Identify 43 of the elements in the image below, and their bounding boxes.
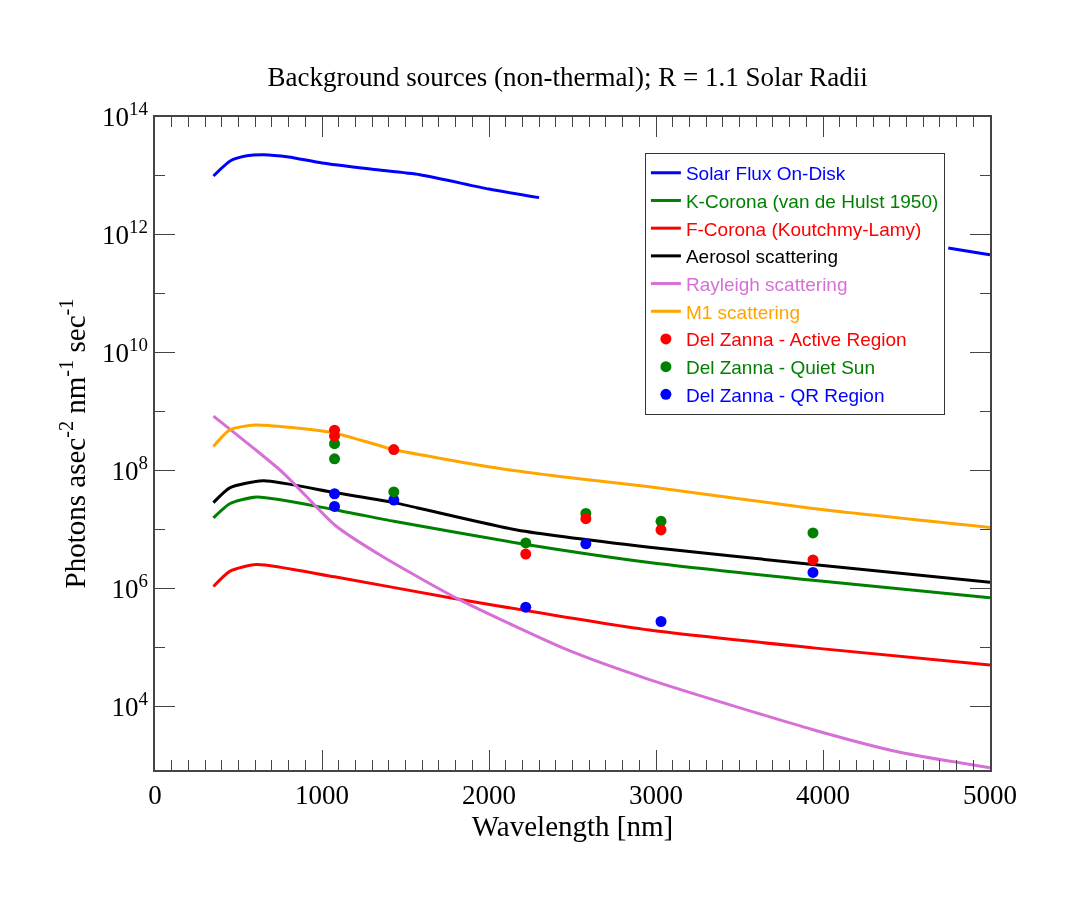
line-series: [211, 423, 990, 529]
legend-label: F-Corona (Koutchmy-Lamy): [685, 218, 922, 240]
legend-label: Rayleigh scattering: [685, 273, 848, 295]
point: [807, 554, 819, 566]
y-tick-label: 10$^{8}$: [111, 452, 148, 487]
legend-label: Del Zanna - Active Region: [685, 329, 907, 351]
point: [580, 513, 592, 525]
legend-label: Del Zanna - QR Region: [685, 384, 885, 406]
point: [388, 444, 400, 456]
point: [807, 527, 819, 539]
legend-label: Del Zanna - Quiet Sun: [685, 357, 875, 379]
point: [520, 537, 532, 549]
y-tick-label: 10$^{6}$: [111, 569, 148, 605]
y-tick-label: 10$^{4}$: [111, 687, 149, 723]
x-tick-label: 4000: [796, 780, 850, 811]
legend-label: Aerosol scattering: [685, 246, 838, 268]
legend-label: K-Corona (van de Hulst 1950): [685, 190, 939, 212]
point: [388, 486, 400, 498]
x-tick-label: 3000: [629, 780, 683, 811]
line-series: [211, 414, 990, 770]
y-tick-label: 10$^{12}$: [101, 216, 148, 251]
line-series: [211, 562, 990, 667]
y-tick-label: 10$^{14}$: [101, 98, 149, 133]
x-tick-label: 5000: [963, 780, 1017, 811]
point: [807, 566, 819, 578]
x-tick-label: 1000: [295, 780, 349, 811]
x-axis-title: Wavelength [nm]: [471, 810, 674, 843]
point: [655, 524, 667, 536]
point: [580, 538, 592, 550]
chart-title: Background sources (non-thermal); R = 1.1 Solar Radii: [267, 62, 868, 93]
x-tick-label: 2000: [462, 780, 516, 811]
y-tick-label: 10$^{10}$: [101, 334, 148, 369]
x-tick-label: 0: [148, 780, 162, 811]
point: [655, 615, 667, 627]
legend-label: Solar Flux On-Disk: [685, 163, 846, 185]
point: [329, 488, 341, 500]
point: [329, 453, 341, 465]
line-series: [211, 479, 990, 584]
point: [520, 601, 532, 613]
point: [520, 548, 532, 560]
line-series: [211, 495, 990, 600]
point: [329, 500, 341, 512]
legend-label: M1 scattering: [685, 301, 800, 323]
